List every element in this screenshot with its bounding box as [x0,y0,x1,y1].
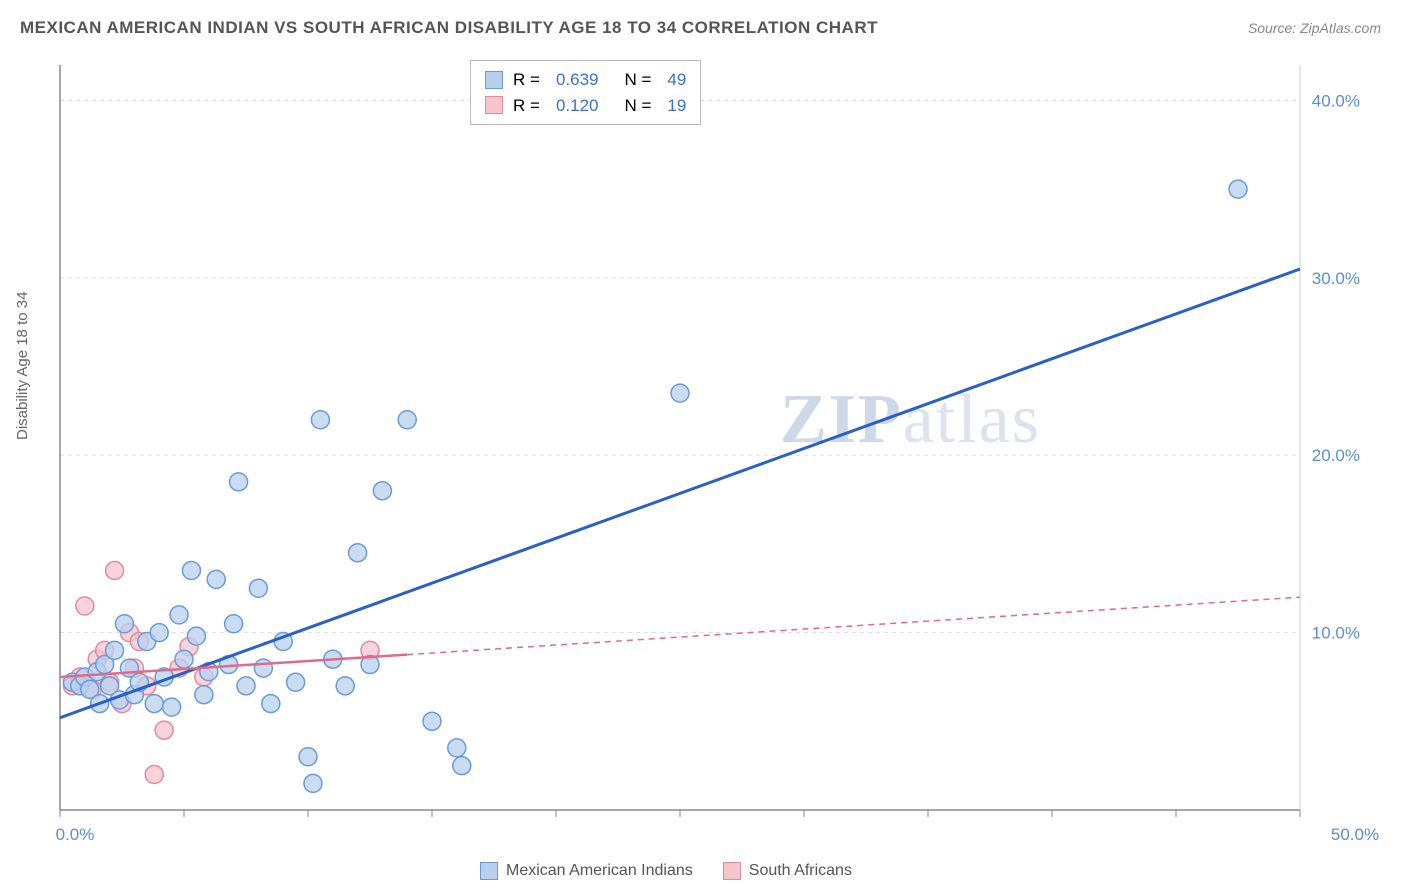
svg-text:0.0%: 0.0% [56,825,95,844]
svg-text:30.0%: 30.0% [1312,269,1360,288]
scatter-points [63,180,1247,792]
legend-label-1: Mexican American Indians [506,862,693,880]
stats-n-label: N = [624,67,651,93]
axes [60,65,1300,817]
swatch-series1 [485,71,503,89]
stats-row-series1: R = 0.639 N = 49 [485,67,686,93]
stats-legend: R = 0.639 N = 49 R = 0.120 N = 19 [470,60,701,125]
correlation-chart: 10.0% 20.0% 30.0% 40.0% 0.0% 50.0% [50,55,1380,845]
legend-label-2: South Africans [749,862,852,880]
svg-text:40.0%: 40.0% [1312,91,1360,110]
stats-r-label: R = [513,67,540,93]
swatch-series1-icon [480,862,498,880]
svg-text:10.0%: 10.0% [1312,624,1360,643]
stats-n-value-2: 19 [667,93,686,119]
stats-n-label: N = [624,93,651,119]
stats-n-value-1: 49 [667,67,686,93]
tick-labels: 10.0% 20.0% 30.0% 40.0% 0.0% 50.0% [56,91,1379,844]
legend-bottom: Mexican American Indians South Africans [480,862,852,880]
swatch-series2 [485,96,503,114]
stats-r-label: R = [513,93,540,119]
chart-title: MEXICAN AMERICAN INDIAN VS SOUTH AFRICAN… [20,18,878,38]
legend-item-series1: Mexican American Indians [480,862,693,880]
stats-r-value-1: 0.639 [556,67,599,93]
trend-lines [60,269,1300,718]
swatch-series2-icon [723,862,741,880]
legend-item-series2: South Africans [723,862,852,880]
source-attribution: Source: ZipAtlas.com [1248,20,1381,36]
svg-text:50.0%: 50.0% [1331,825,1379,844]
stats-row-series2: R = 0.120 N = 19 [485,93,686,119]
stats-r-value-2: 0.120 [556,93,599,119]
gridlines [60,100,1300,632]
svg-text:20.0%: 20.0% [1312,446,1360,465]
y-axis-label: Disability Age 18 to 34 [14,292,31,440]
